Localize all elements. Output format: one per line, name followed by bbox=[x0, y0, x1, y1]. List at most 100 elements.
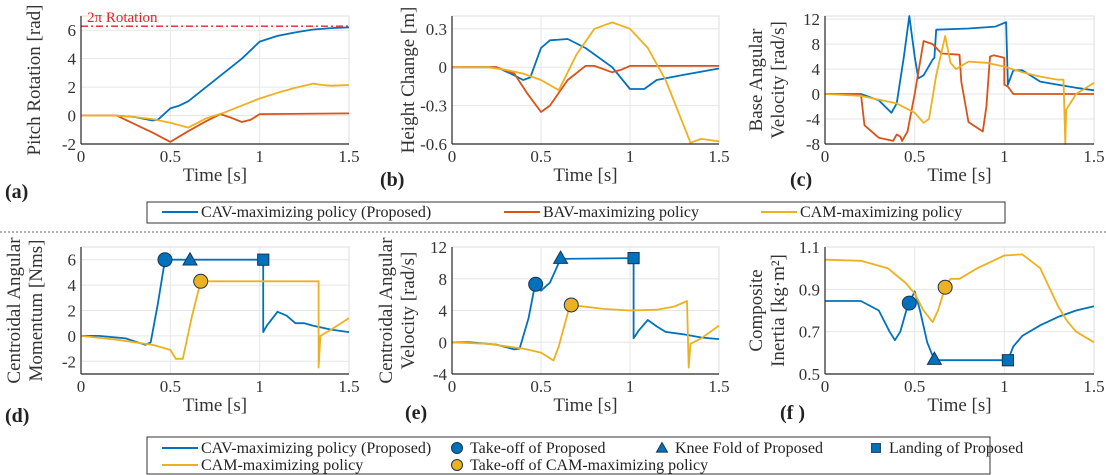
reference-line-label: 2π Rotation bbox=[87, 10, 158, 26]
panel-label: (b) bbox=[380, 169, 404, 191]
x-tick-label: 0 bbox=[448, 377, 457, 396]
plot-area bbox=[824, 15, 1095, 145]
x-tick-label: 1.5 bbox=[708, 377, 729, 396]
legend-item-circle-cam: Take-off of CAM-maximizing policy bbox=[451, 457, 708, 474]
y-tick-label: 6 bbox=[68, 21, 77, 40]
y-axis-label: Height Change [m] bbox=[398, 7, 419, 154]
legend-top: CAV-maximizing policy (Proposed) BAV-maxi… bbox=[146, 201, 1006, 224]
y-tick-label: 12 bbox=[803, 10, 820, 29]
legend-item-line-cam: CAM-maximizing policy bbox=[761, 204, 962, 221]
x-tick-label: 1.5 bbox=[708, 147, 729, 166]
event-marker-circle-cam bbox=[563, 297, 579, 313]
x-tick-label: 1.5 bbox=[338, 377, 359, 396]
panel-label: (f ) bbox=[780, 402, 805, 424]
series-line-proposed bbox=[452, 38, 720, 90]
x-tick-label: 0.5 bbox=[530, 147, 551, 166]
y-tick-label: -8 bbox=[806, 135, 820, 154]
legend-item-line-bav: BAV-maximizing policy bbox=[504, 204, 699, 221]
legend-label: CAM-maximizing policy bbox=[201, 457, 363, 474]
y-axis-label: Centroidal Angular bbox=[4, 237, 25, 384]
x-tick-label: 1 bbox=[626, 377, 635, 396]
legend-label: CAV-maximizing policy (Proposed) bbox=[201, 440, 431, 457]
legend-marker-square bbox=[871, 443, 881, 453]
x-tick-label: 0.5 bbox=[530, 377, 551, 396]
y-tick-label: 12 bbox=[430, 238, 447, 257]
y-tick-label: 0 bbox=[68, 327, 77, 346]
x-axis-label: Time [s] bbox=[553, 395, 617, 416]
y-tick-label: 0.3 bbox=[426, 20, 447, 39]
plot-area bbox=[824, 246, 1095, 375]
legend-item-circle-proposed: Take-off of Proposed bbox=[451, 440, 605, 457]
series-line-cam bbox=[824, 35, 1095, 145]
x-axis-label: Time [s] bbox=[927, 395, 991, 416]
series-line-proposed bbox=[81, 26, 350, 122]
legend-label: Knee Fold of Proposed bbox=[675, 440, 823, 457]
legend-label: Landing of Proposed bbox=[889, 440, 1023, 457]
y-tick-label: 0.9 bbox=[799, 280, 820, 299]
series-line-cam bbox=[451, 300, 720, 369]
y-tick-label: -4 bbox=[806, 110, 821, 129]
series-line-cam bbox=[452, 21, 720, 144]
y-tick-label: 4 bbox=[68, 50, 77, 69]
y-tick-label: 0.7 bbox=[799, 323, 821, 342]
x-tick-label: 0 bbox=[821, 147, 830, 166]
panel-label: (c) bbox=[790, 169, 812, 191]
y-axis-label: Velocity [rad/s] bbox=[398, 252, 419, 370]
legend-item-line-proposed: CAV-maximizing policy (Proposed) bbox=[162, 440, 431, 457]
series-line-proposed bbox=[81, 258, 350, 346]
x-tick-label: 1.5 bbox=[338, 147, 359, 166]
panel-label: (d) bbox=[5, 405, 29, 427]
legend-item-square-proposed: Landing of Proposed bbox=[871, 440, 1023, 457]
y-tick-label: 8 bbox=[812, 35, 821, 54]
x-tick-label: 1 bbox=[1000, 377, 1009, 396]
x-axis-label: Time [s] bbox=[183, 395, 247, 416]
x-tick-label: 1.5 bbox=[1083, 377, 1104, 396]
x-tick-label: 1.5 bbox=[1083, 147, 1104, 166]
series-line-bav bbox=[452, 65, 719, 113]
legend-item-line-proposed: CAV-maximizing policy (Proposed) bbox=[162, 204, 431, 221]
legend-label: Take-off of CAM-maximizing policy bbox=[470, 457, 708, 474]
y-axis-label: Base Angular bbox=[746, 28, 767, 132]
y-tick-label: 4 bbox=[812, 60, 821, 79]
y-tick-label: -2 bbox=[62, 135, 76, 154]
y-tick-label: -4 bbox=[433, 365, 448, 384]
y-axis-label: Centroidal Angular bbox=[376, 237, 397, 384]
legend-marker-circle bbox=[451, 442, 463, 454]
y-axis-label: Inertia [kg·m²] bbox=[768, 254, 789, 367]
event-marker-circle-cam bbox=[937, 279, 953, 295]
event-marker-triangle-proposed bbox=[552, 250, 569, 264]
x-axis-label: Time [s] bbox=[553, 165, 617, 186]
event-marker-circle-proposed bbox=[528, 276, 544, 292]
legend-marker-circle bbox=[451, 459, 463, 471]
y-tick-label: -0.6 bbox=[420, 135, 447, 154]
panels: 2π Rotation 0 0.5 1 1.5 -2 0 2 4 6 Time [s] Pitch R… bbox=[4, 5, 1105, 427]
y-tick-label: 0 bbox=[812, 85, 821, 104]
y-axis-label: Pitch Rotation [rad] bbox=[24, 5, 45, 156]
x-tick-label: 0 bbox=[448, 147, 457, 166]
legend-label: Take-off of Proposed bbox=[470, 440, 605, 457]
y-tick-label: 8 bbox=[439, 270, 448, 289]
y-axis-label: Momentum [Nms] bbox=[26, 240, 47, 382]
x-tick-label: 1 bbox=[255, 377, 264, 396]
event-marker-square-proposed bbox=[627, 252, 640, 265]
x-tick-label: 0.5 bbox=[904, 147, 925, 166]
y-tick-label: 2 bbox=[68, 78, 77, 97]
legend-label: CAM-maximizing policy bbox=[800, 204, 962, 221]
x-axis-label: Time [s] bbox=[927, 165, 991, 186]
legend-label: CAV-maximizing policy (Proposed) bbox=[201, 204, 431, 221]
legend-item-triangle-proposed: Knee Fold of Proposed bbox=[655, 440, 823, 457]
y-tick-label: 0 bbox=[68, 107, 77, 126]
x-tick-label: 1 bbox=[1000, 147, 1009, 166]
legend-box bbox=[146, 436, 991, 475]
x-tick-label: 0 bbox=[77, 377, 86, 396]
y-tick-label: 1.1 bbox=[799, 238, 820, 257]
event-marker-circle-proposed bbox=[901, 295, 917, 311]
legend-marker-triangle bbox=[655, 441, 669, 453]
y-tick-label: 0 bbox=[439, 333, 448, 352]
series-line-cam bbox=[824, 253, 1095, 344]
